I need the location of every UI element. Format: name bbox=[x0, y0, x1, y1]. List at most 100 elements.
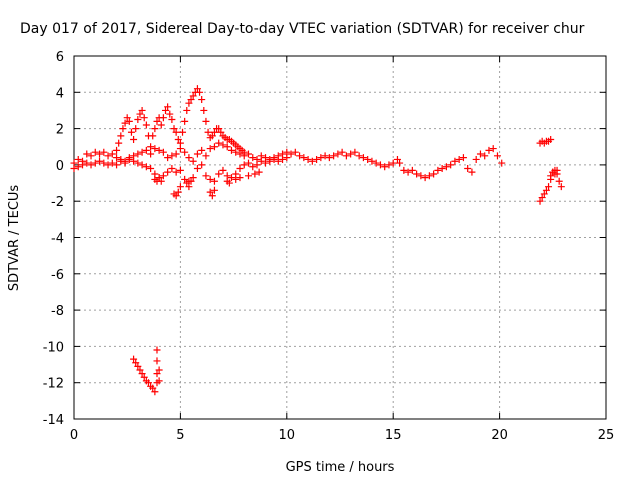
data-point bbox=[134, 159, 142, 167]
data-point bbox=[181, 148, 189, 156]
y-tick-label: -12 bbox=[43, 377, 64, 392]
data-point bbox=[262, 159, 270, 167]
data-point bbox=[164, 168, 172, 176]
data-point bbox=[219, 141, 227, 149]
data-point bbox=[240, 161, 248, 169]
data-point bbox=[121, 159, 129, 167]
data-point bbox=[149, 384, 157, 392]
data-point bbox=[225, 179, 233, 187]
data-point bbox=[304, 155, 312, 163]
axis-ticks: 0 5 10 15 20 25 -14 -12 -10 -8 -6 -4 -2 0 2 4 6 bbox=[43, 50, 615, 443]
data-point bbox=[153, 346, 161, 354]
data-point bbox=[144, 379, 152, 387]
data-point bbox=[351, 148, 359, 156]
data-point bbox=[74, 163, 82, 171]
y-tick-label: 4 bbox=[56, 86, 64, 101]
data-point bbox=[279, 155, 287, 163]
data-point bbox=[170, 125, 178, 133]
data-point bbox=[244, 150, 252, 158]
data-point bbox=[206, 175, 214, 183]
data-point bbox=[266, 157, 274, 165]
data-point bbox=[236, 165, 244, 173]
data-point bbox=[159, 148, 167, 156]
data-point bbox=[425, 172, 433, 180]
data-point bbox=[481, 152, 489, 160]
data-point bbox=[202, 117, 210, 125]
data-point bbox=[325, 154, 333, 162]
data-point bbox=[198, 146, 206, 154]
data-point bbox=[202, 152, 210, 160]
data-point bbox=[538, 194, 546, 202]
data-point bbox=[342, 152, 350, 160]
data-point bbox=[430, 170, 438, 178]
data-point bbox=[172, 150, 180, 158]
data-point bbox=[174, 188, 182, 196]
data-point bbox=[215, 125, 223, 133]
data-point bbox=[210, 143, 218, 151]
data-point bbox=[364, 155, 372, 163]
x-tick-label: 0 bbox=[70, 428, 78, 443]
data-point bbox=[134, 362, 142, 370]
data-point bbox=[547, 172, 555, 180]
data-point bbox=[493, 152, 501, 160]
data-point bbox=[138, 370, 146, 378]
data-point bbox=[210, 177, 218, 185]
data-point bbox=[498, 159, 506, 167]
series-morning-spikes bbox=[113, 85, 248, 156]
data-point bbox=[159, 114, 167, 122]
x-tick-label: 15 bbox=[385, 428, 402, 443]
series-late-cluster bbox=[536, 135, 565, 205]
y-tick-label: 6 bbox=[56, 50, 64, 65]
data-point bbox=[130, 355, 138, 363]
data-point bbox=[196, 88, 204, 96]
data-point bbox=[179, 128, 187, 136]
data-point bbox=[355, 152, 363, 160]
data-point bbox=[185, 154, 193, 162]
data-point bbox=[183, 106, 191, 114]
data-point bbox=[155, 366, 163, 374]
data-point bbox=[113, 146, 121, 154]
data-point bbox=[127, 128, 135, 136]
data-point bbox=[91, 148, 99, 156]
data-point bbox=[553, 166, 561, 174]
data-point bbox=[274, 157, 282, 165]
x-axis-title: GPS time / hours bbox=[286, 460, 395, 475]
data-point bbox=[183, 179, 191, 187]
x-tick-label: 10 bbox=[279, 428, 296, 443]
data-point bbox=[121, 119, 129, 127]
data-point bbox=[198, 96, 206, 104]
data-point bbox=[153, 370, 161, 378]
data-point bbox=[376, 161, 384, 169]
data-point bbox=[87, 152, 95, 160]
data-point bbox=[174, 135, 182, 143]
data-point bbox=[132, 125, 140, 133]
data-point bbox=[249, 163, 257, 171]
y-tick-label: 2 bbox=[56, 123, 64, 138]
x-tick-label: 20 bbox=[491, 428, 508, 443]
data-point bbox=[117, 132, 125, 140]
data-point bbox=[172, 128, 180, 136]
data-point bbox=[113, 154, 121, 162]
data-point bbox=[96, 150, 104, 158]
data-point bbox=[151, 125, 159, 133]
data-point bbox=[489, 145, 497, 153]
series-morning-dips bbox=[151, 168, 263, 200]
data-point bbox=[136, 366, 144, 374]
data-point bbox=[147, 150, 155, 158]
data-point bbox=[187, 177, 195, 185]
data-point bbox=[257, 157, 265, 165]
data-point bbox=[117, 157, 125, 165]
data-point bbox=[536, 197, 544, 205]
data-point bbox=[115, 139, 123, 147]
data-point bbox=[157, 121, 165, 129]
series-afternoon bbox=[393, 145, 506, 182]
data-point bbox=[155, 146, 163, 154]
data-point bbox=[270, 155, 278, 163]
data-point bbox=[96, 157, 104, 165]
data-point bbox=[132, 359, 140, 367]
data-point bbox=[404, 168, 412, 176]
data-point bbox=[142, 163, 150, 171]
data-point bbox=[334, 150, 342, 158]
